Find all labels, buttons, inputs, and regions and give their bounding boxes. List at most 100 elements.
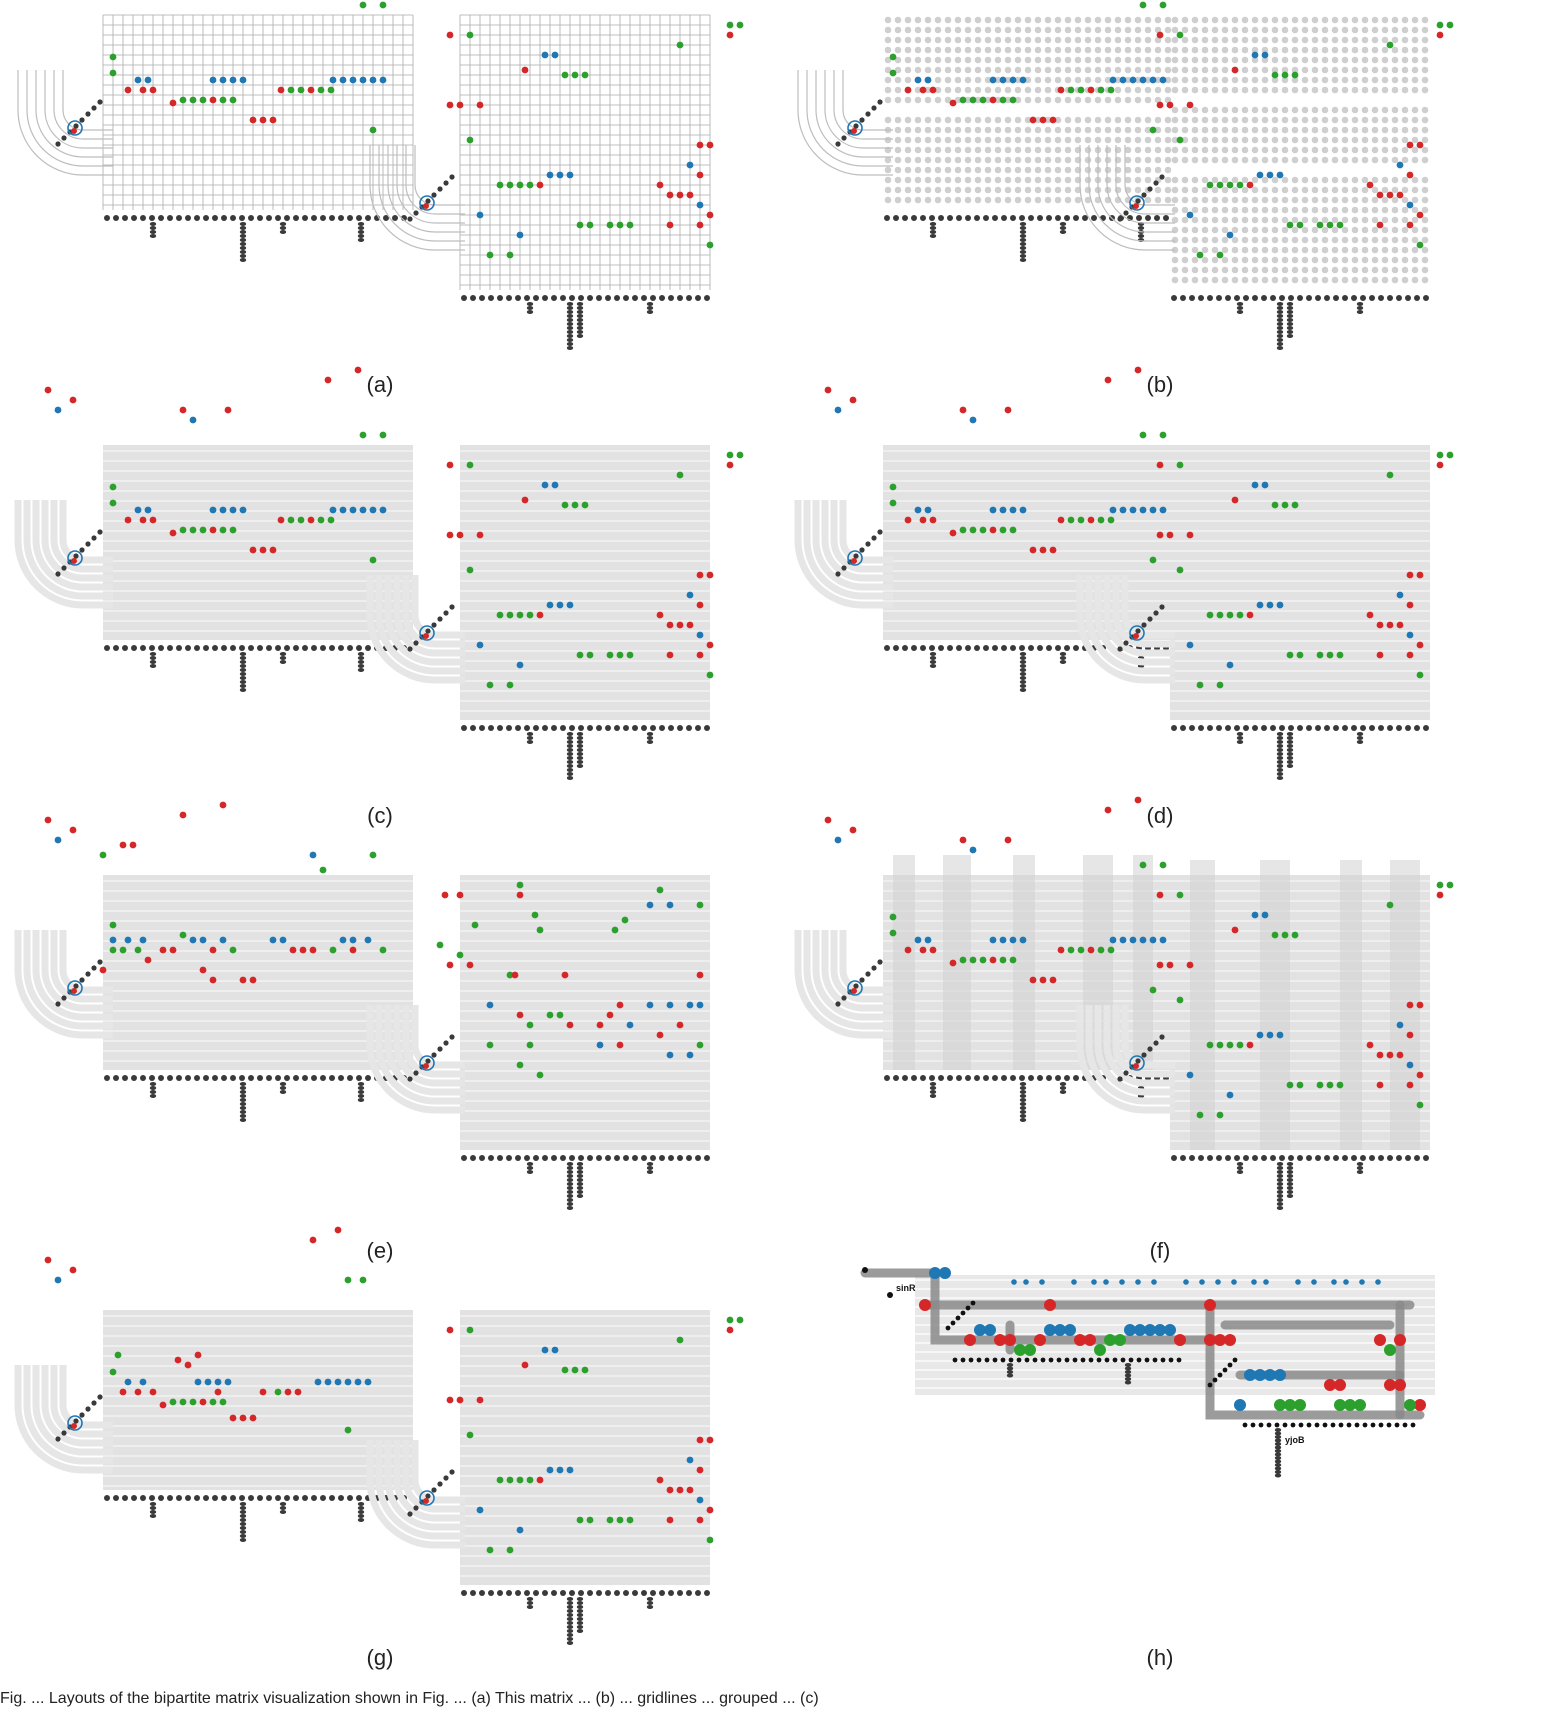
- bottom-node: [203, 215, 209, 221]
- grid-dot: [1421, 206, 1429, 214]
- bottom-node: [1234, 725, 1240, 731]
- grid-dot: [1201, 76, 1209, 84]
- bottom-node: [365, 215, 371, 221]
- bottom-node: [1019, 1075, 1025, 1081]
- arc-connector-icon: [833, 70, 893, 140]
- grid-dot: [1361, 66, 1369, 74]
- grid-dot: [1064, 136, 1072, 144]
- grid-dot: [964, 176, 972, 184]
- bottom-node: [347, 215, 353, 221]
- grid-dot: [1291, 116, 1299, 124]
- grid-dot: [1211, 266, 1219, 274]
- matrix-point: [1166, 531, 1174, 539]
- grid-dot: [1411, 86, 1419, 94]
- matrix-point: [109, 946, 117, 954]
- grid-dot: [1411, 116, 1419, 124]
- grid-dot: [1064, 96, 1072, 104]
- matrix-point: [1134, 1324, 1146, 1336]
- grid-dot: [1311, 216, 1319, 224]
- grid-dot: [904, 176, 912, 184]
- grid-dot: [1221, 146, 1229, 154]
- stacked-node-icon: [576, 1601, 584, 1605]
- matrix-point: [1004, 406, 1012, 414]
- grid-dot: [1201, 246, 1209, 254]
- bottom-node: [578, 295, 584, 301]
- bottom-node: [677, 295, 683, 301]
- diagonal-node: [1123, 210, 1129, 216]
- diagonal-node: [1147, 1046, 1153, 1052]
- bottom-node: [1112, 1357, 1118, 1363]
- grid-dot: [934, 146, 942, 154]
- grid-dot: [1181, 256, 1189, 264]
- bottom-node: [1338, 1422, 1344, 1428]
- matrix-point: [277, 516, 285, 524]
- grid-dot: [1124, 146, 1132, 154]
- grid-dot: [1164, 166, 1172, 174]
- diagonal-node: [859, 117, 865, 123]
- matrix-point: [1436, 461, 1444, 469]
- bottom-node: [1324, 725, 1330, 731]
- grid-dot: [1261, 276, 1269, 284]
- grid-dot: [954, 166, 962, 174]
- bottom-node: [506, 725, 512, 731]
- grid-dot: [1281, 16, 1289, 24]
- stacked-node-icon: [149, 1514, 157, 1518]
- matrix-point: [436, 941, 444, 949]
- grid-dot: [1201, 56, 1209, 64]
- grid-dot: [1154, 146, 1162, 154]
- bottom-node: [884, 215, 890, 221]
- diagonal-node: [1217, 1372, 1223, 1378]
- diagonal-node: [871, 535, 877, 541]
- diagonal-node: [1123, 1070, 1129, 1076]
- grid-dot: [1134, 166, 1142, 174]
- grid-dot: [1181, 186, 1189, 194]
- grid-dot: [994, 26, 1002, 34]
- matrix-point: [1324, 1379, 1336, 1391]
- bottom-node: [1270, 295, 1276, 301]
- grid-dot: [984, 86, 992, 94]
- grid-dot: [1411, 26, 1419, 34]
- grid-dot: [1231, 156, 1239, 164]
- matrix-point: [1394, 1379, 1406, 1391]
- matrix-point: [1284, 1399, 1296, 1411]
- grid-dot: [1144, 176, 1152, 184]
- grid-dot: [954, 96, 962, 104]
- grid-dot: [1311, 186, 1319, 194]
- grid-dot: [934, 136, 942, 144]
- bottom-node: [542, 1155, 548, 1161]
- bottom-node: [302, 645, 308, 651]
- grid-dot: [1171, 56, 1179, 64]
- bottom-node: [320, 1075, 326, 1081]
- matrix-point: [616, 221, 624, 229]
- grid-dot: [1154, 86, 1162, 94]
- diagonal-node: [1133, 1063, 1139, 1069]
- grid-dot: [1181, 266, 1189, 274]
- grid-dot: [924, 116, 932, 124]
- grid-dot: [1054, 196, 1062, 204]
- bottom-node: [960, 1357, 966, 1363]
- bottom-node: [1145, 215, 1151, 221]
- matrix-point: [1296, 651, 1304, 659]
- highlight-ring-icon: [67, 550, 83, 566]
- matrix-point: [1107, 946, 1115, 954]
- matrix-point: [309, 946, 317, 954]
- grid-dot: [894, 116, 902, 124]
- bottom-node: [551, 1155, 557, 1161]
- bottom-node: [686, 1590, 692, 1596]
- grid-dot: [1014, 96, 1022, 104]
- bottom-node: [176, 645, 182, 651]
- bottom-node: [1207, 295, 1213, 301]
- matrix-point: [696, 1436, 704, 1444]
- grid-dot: [1331, 186, 1339, 194]
- stacked-node-icon: [566, 1178, 574, 1182]
- grid-dot: [1391, 216, 1399, 224]
- grid-dot: [1134, 96, 1142, 104]
- diagonal-node: [97, 1394, 103, 1400]
- matrix-point: [1067, 86, 1075, 94]
- bottom-node: [938, 645, 944, 651]
- matrix-point: [1394, 1334, 1406, 1346]
- stacked-node-icon: [1276, 318, 1284, 322]
- grid-dot: [1171, 136, 1179, 144]
- grid-dot: [1201, 106, 1209, 114]
- matrix-point: [959, 836, 967, 844]
